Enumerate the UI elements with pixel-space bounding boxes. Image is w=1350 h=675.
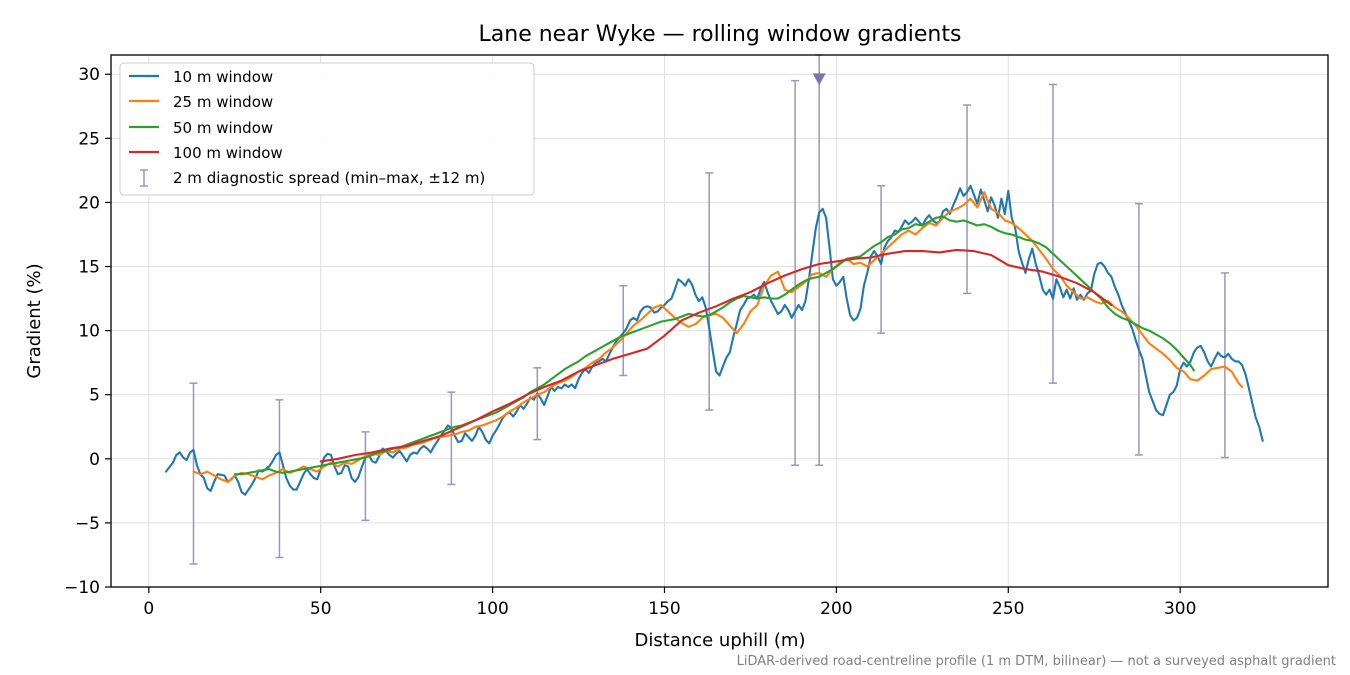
error-bar — [447, 391, 456, 486]
x-tick-label: 100 — [476, 599, 508, 619]
x-tick-label: 200 — [820, 599, 852, 619]
x-axis-ticks: 0 50 100 150 200 250 300 — [143, 587, 1196, 619]
legend-label-100m: 100 m window — [173, 144, 283, 162]
legend-swatch-errorbar — [140, 169, 148, 187]
series-line — [192, 191, 1244, 483]
y-tick-label: −5 — [75, 514, 100, 534]
error-bar — [1220, 272, 1229, 459]
series-line — [319, 248, 1113, 463]
legend-label-50m: 50 m window — [173, 119, 273, 137]
y-tick-label: 15 — [78, 258, 100, 278]
legend-box — [119, 62, 535, 196]
error-bar — [705, 172, 714, 411]
legend: 10 m window 25 m window 50 m window 100 … — [119, 62, 535, 196]
footnote: LiDAR-derived road-centreline profile (1… — [737, 654, 1336, 669]
x-axis-label: Distance uphill (m) — [635, 630, 806, 651]
y-tick-label: 30 — [78, 65, 100, 85]
error-bar — [963, 104, 972, 295]
error-bar — [361, 431, 370, 522]
error-bar — [791, 79, 800, 466]
clipped-marker — [812, 73, 826, 86]
error-bars — [189, 54, 1229, 565]
y-tick-label: −10 — [64, 578, 100, 598]
x-tick-label: 300 — [1164, 599, 1196, 619]
x-tick-label: 50 — [310, 599, 332, 619]
error-bar — [189, 382, 198, 565]
series-lines — [164, 184, 1264, 496]
error-bar — [1048, 83, 1057, 384]
legend-label-25m: 25 m window — [173, 93, 273, 111]
clipped-marker-layer — [812, 73, 826, 86]
error-bar — [619, 284, 628, 377]
y-tick-label: 5 — [89, 386, 100, 406]
plot-frame — [110, 54, 1329, 588]
y-axis-ticks: −10 −5 0 5 10 15 20 25 30 — [64, 65, 111, 598]
y-tick-label: 25 — [78, 129, 100, 149]
legend-label-10m: 10 m window — [173, 68, 273, 86]
x-tick-label: 250 — [992, 599, 1024, 619]
y-axis-label: Gradient (%) — [24, 263, 45, 378]
x-tick-label: 0 — [143, 599, 154, 619]
series-line — [164, 184, 1264, 496]
error-bar — [533, 367, 542, 441]
error-bar — [275, 399, 284, 559]
legend-label-errorbar: 2 m diagnostic spread (min–max, ±12 m) — [173, 169, 485, 187]
y-tick-label: 10 — [78, 322, 100, 342]
x-tick-label: 150 — [648, 599, 680, 619]
y-tick-label: 20 — [78, 193, 100, 213]
chart-title: Lane near Wyke — rolling window gradient… — [479, 22, 962, 47]
y-tick-label: 0 — [89, 450, 100, 470]
